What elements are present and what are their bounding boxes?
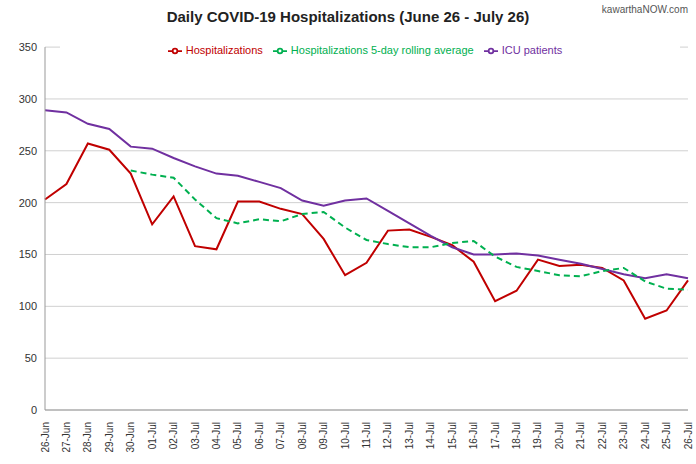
svg-text:21-Jul: 21-Jul [575, 422, 586, 449]
svg-text:14-Jul: 14-Jul [425, 422, 436, 449]
svg-text:01-Jul: 01-Jul [147, 422, 158, 449]
svg-text:16-Jul: 16-Jul [468, 422, 479, 449]
svg-text:26-Jul: 26-Jul [683, 422, 689, 449]
svg-text:04-Jul: 04-Jul [211, 422, 222, 449]
svg-text:27-Jun: 27-Jun [61, 422, 72, 453]
svg-text:07-Jul: 07-Jul [275, 422, 286, 449]
svg-text:150: 150 [19, 248, 37, 260]
svg-text:02-Jul: 02-Jul [168, 422, 179, 449]
svg-text:50: 50 [25, 352, 37, 364]
svg-text:28-Jun: 28-Jun [82, 422, 93, 453]
svg-text:19-Jul: 19-Jul [532, 422, 543, 449]
svg-text:200: 200 [19, 197, 37, 209]
svg-text:09-Jul: 09-Jul [318, 422, 329, 449]
svg-text:17-Jul: 17-Jul [490, 422, 501, 449]
svg-text:11-Jul: 11-Jul [361, 422, 372, 449]
svg-text:300: 300 [19, 93, 37, 105]
html-text:Hospitalizations 5-day rolling: Hospitalizations 5-day rolling average [290, 44, 474, 56]
svg-text:23-Jul: 23-Jul [618, 422, 629, 449]
html-text:ICU patients: ICU patients [501, 44, 563, 56]
html-text:Daily COVID-19 Hospitalization: Daily COVID-19 Hospitalizations (June 26… [166, 8, 530, 25]
svg-text:13-Jul: 13-Jul [404, 422, 415, 449]
svg-text:12-Jul: 12-Jul [382, 422, 393, 449]
svg-text:350: 350 [19, 41, 37, 53]
svg-text:10-Jul: 10-Jul [340, 422, 351, 449]
svg-text:25-Jul: 25-Jul [661, 422, 672, 449]
svg-text:100: 100 [19, 300, 37, 312]
svg-text:29-Jun: 29-Jun [104, 422, 115, 453]
svg-text:08-Jul: 08-Jul [297, 422, 308, 449]
svg-text:05-Jul: 05-Jul [232, 422, 243, 449]
svg-text:30-Jun: 30-Jun [125, 422, 136, 453]
html-text:Hospitalizations: Hospitalizations [185, 44, 263, 56]
svg-text:06-Jul: 06-Jul [254, 422, 265, 449]
svg-text:20-Jul: 20-Jul [554, 422, 565, 449]
svg-text:18-Jul: 18-Jul [511, 422, 522, 449]
svg-text:250: 250 [19, 145, 37, 157]
svg-text:22-Jul: 22-Jul [597, 422, 608, 449]
svg-text:0: 0 [31, 404, 37, 416]
svg-text:03-Jul: 03-Jul [190, 422, 201, 449]
svg-text:15-Jul: 15-Jul [447, 422, 458, 449]
html-text:kawarthaNOW.com: kawarthaNOW.com [601, 4, 688, 15]
svg-text:24-Jul: 24-Jul [640, 422, 651, 449]
svg-text:26-Jun: 26-Jun [40, 422, 51, 453]
